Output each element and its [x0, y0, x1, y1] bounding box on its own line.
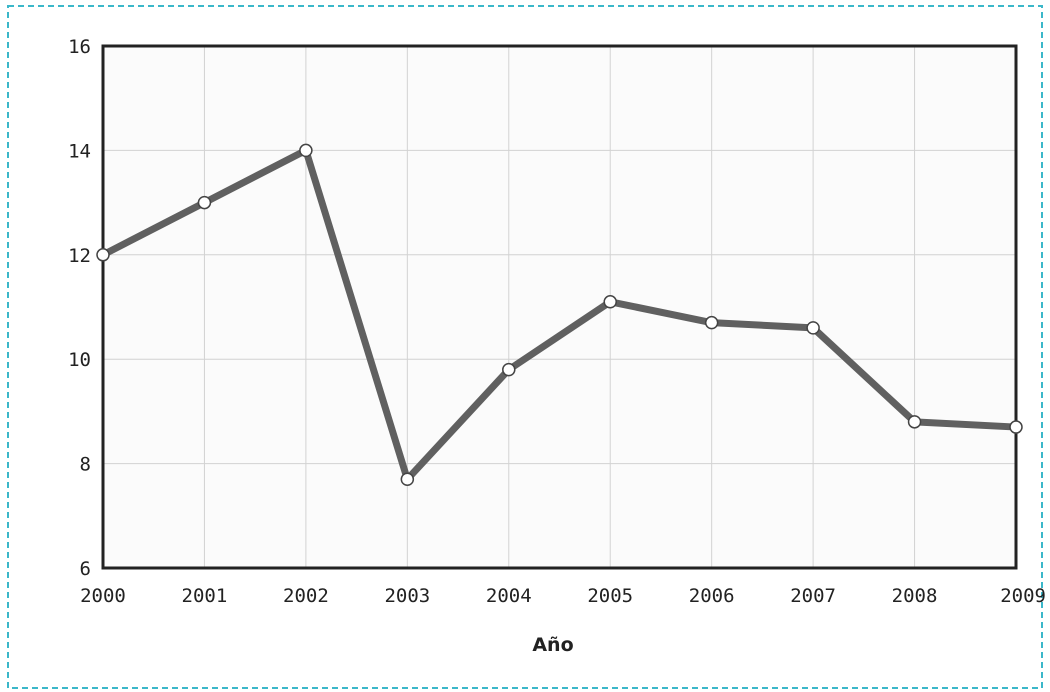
- data-point: [907, 415, 922, 429]
- y-tick-label: 8: [80, 454, 91, 476]
- data-point: [704, 315, 719, 330]
- data-point: [96, 248, 110, 262]
- x-axis-ticks: 2000 2001 2002 2003 2004 2005 2006 2007 2008 2009: [80, 585, 1046, 607]
- x-tick-label: 2007: [790, 585, 836, 607]
- y-tick-label: 10: [68, 349, 91, 371]
- y-tick-label: 12: [68, 245, 91, 267]
- data-point: [400, 472, 415, 487]
- data-point: [1009, 420, 1023, 434]
- x-axis-title: Año: [532, 634, 573, 656]
- series-group: [96, 143, 1023, 487]
- x-tick-label: 2001: [182, 585, 228, 607]
- x-tick-label: 2005: [587, 585, 633, 607]
- y-tick-label: 14: [68, 140, 91, 162]
- y-axis-ticks: 6 8 10 12 14 16: [68, 36, 91, 580]
- x-tick-label: 2000: [80, 585, 126, 607]
- plot-border: [101, 44, 1018, 570]
- y-tick-label: 16: [68, 36, 91, 58]
- x-tick-label: 2008: [892, 585, 938, 607]
- data-point: [197, 195, 212, 210]
- x-tick-label: 2002: [283, 585, 329, 607]
- data-point: [299, 143, 313, 158]
- y-tick-label: 6: [80, 558, 91, 580]
- plot-area: [103, 46, 1016, 568]
- x-tick-label: 2003: [384, 585, 430, 607]
- x-tick-label: 2006: [689, 585, 735, 607]
- data-point: [806, 321, 820, 335]
- data-point: [502, 362, 516, 377]
- data-point: [603, 295, 617, 309]
- x-tick-label: 2004: [486, 585, 532, 607]
- x-tick-label: 2009: [1000, 585, 1046, 607]
- series-line: [99, 146, 1020, 483]
- dashed-frame-border: [7, 5, 1043, 689]
